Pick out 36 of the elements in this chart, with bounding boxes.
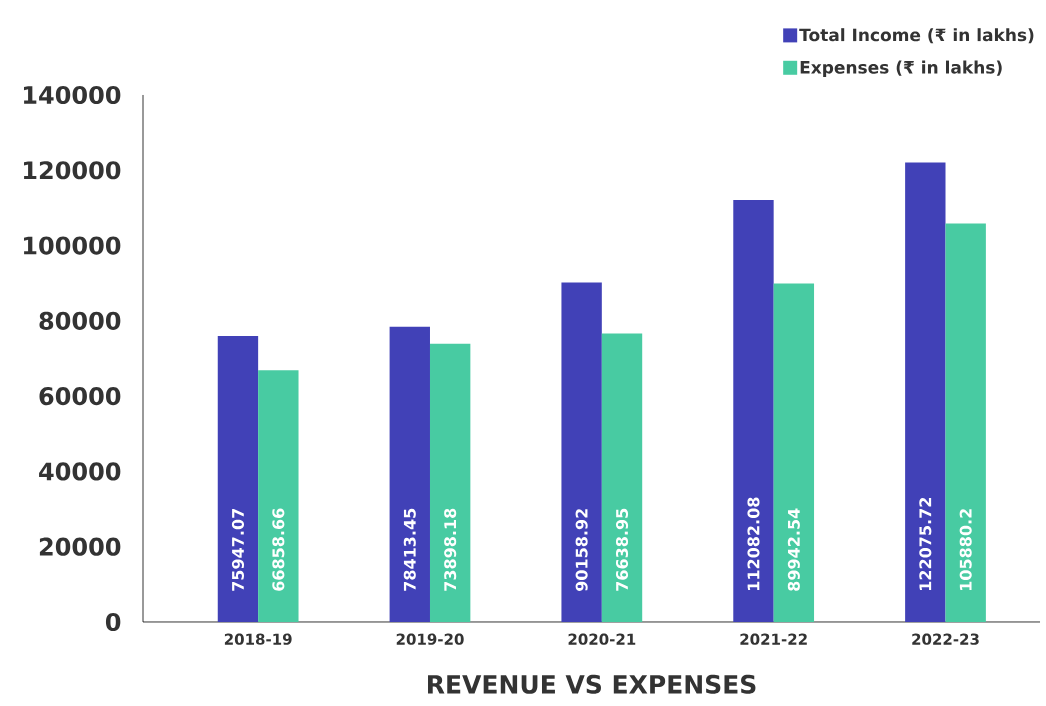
y-tick-label: 100000 <box>24 236 121 255</box>
bar <box>561 282 602 622</box>
x-tick-label: 2020-21 <box>568 633 636 645</box>
x-tick-label: 2022-23 <box>912 633 979 645</box>
data-label: 112082.08 <box>747 497 760 590</box>
data-label: 105880.2 <box>959 509 972 590</box>
y-tick-label: 120000 <box>24 161 121 180</box>
data-label: 75947.07 <box>231 509 245 591</box>
bar <box>905 162 946 622</box>
y-tick-label: 40000 <box>39 462 121 481</box>
bar <box>217 336 259 622</box>
x-tick-label: 2019-20 <box>396 633 464 645</box>
legend-label: Total Income (₹ in lakhs) <box>799 28 1034 44</box>
legend-label: Expenses (₹ in lakhs) <box>800 60 1002 78</box>
data-label: 76638.95 <box>615 508 629 591</box>
y-tick-label: 140000 <box>24 85 121 105</box>
bar <box>601 333 643 622</box>
x-tick-label: 2018-19 <box>224 633 292 645</box>
bar <box>258 370 299 622</box>
data-label: 89942.54 <box>787 508 800 591</box>
bar <box>429 343 471 622</box>
y-tick-label: 60000 <box>39 387 121 406</box>
data-label: 122075.72 <box>919 498 932 590</box>
y-tick-label: 20000 <box>39 537 121 556</box>
data-label: 73898.18 <box>444 508 457 591</box>
data-label: 78413.45 <box>403 508 416 591</box>
y-tick-label: 80000 <box>39 311 121 330</box>
data-label: 90158.92 <box>575 509 588 591</box>
text: REVENUE VS EXPENSES <box>428 674 756 694</box>
bar <box>945 223 986 622</box>
bar <box>773 283 815 622</box>
x-tick-label: 2021-22 <box>740 633 807 645</box>
y-tick-label: 0 <box>105 612 121 632</box>
bar <box>389 326 430 622</box>
bar <box>733 200 774 622</box>
data-label: 66858.66 <box>272 508 285 591</box>
